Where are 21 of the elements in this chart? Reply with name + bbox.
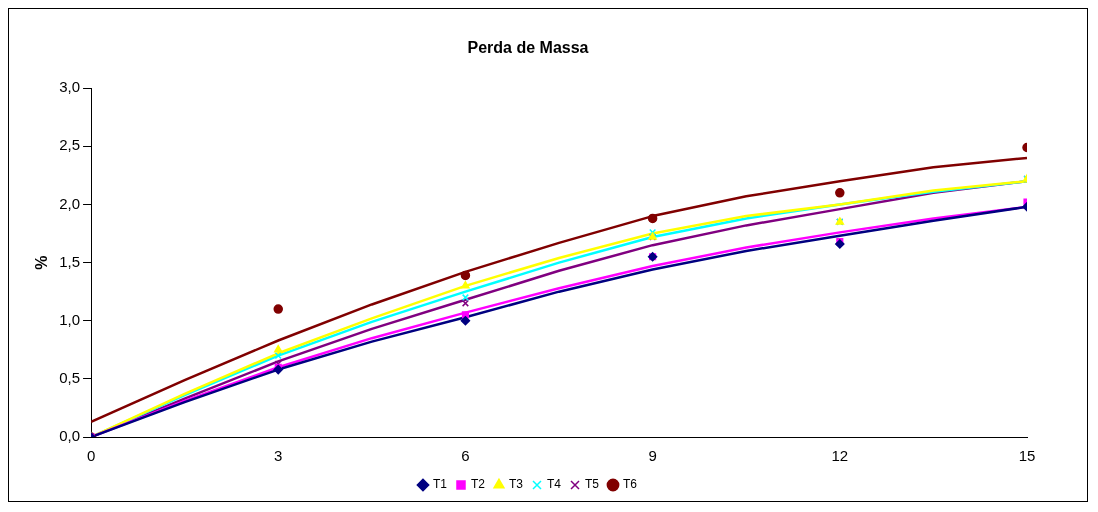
legend-label: T4 (547, 477, 562, 492)
legend-label: T5 (585, 477, 600, 492)
x-tick-label: 15 (1018, 447, 1036, 465)
y-tick-label: 1,5 (59, 252, 81, 270)
x-tick-label: 9 (648, 447, 657, 465)
legend-label: T3 (509, 477, 524, 492)
legend-label: T2 (470, 477, 486, 492)
x-tick-label: 12 (831, 447, 849, 465)
legend-label: T6 (623, 477, 638, 492)
y-tick-label: 0,0 (59, 427, 81, 445)
y-tick-label: 0,5 (59, 369, 81, 387)
y-tick-label: 1,0 (59, 310, 81, 328)
x-tick-label: 0 (86, 447, 96, 465)
y-axis-title: % (33, 255, 51, 270)
x-tick-label: 3 (274, 447, 283, 465)
x-tick-label: 6 (461, 447, 470, 465)
y-tick-label: 2,0 (59, 194, 81, 212)
legend-label: T1 (432, 477, 448, 492)
chart-title: Perda de Massa (467, 39, 589, 57)
y-tick-label: 2,5 (59, 136, 81, 154)
y-tick-label: 3,0 (59, 78, 81, 96)
